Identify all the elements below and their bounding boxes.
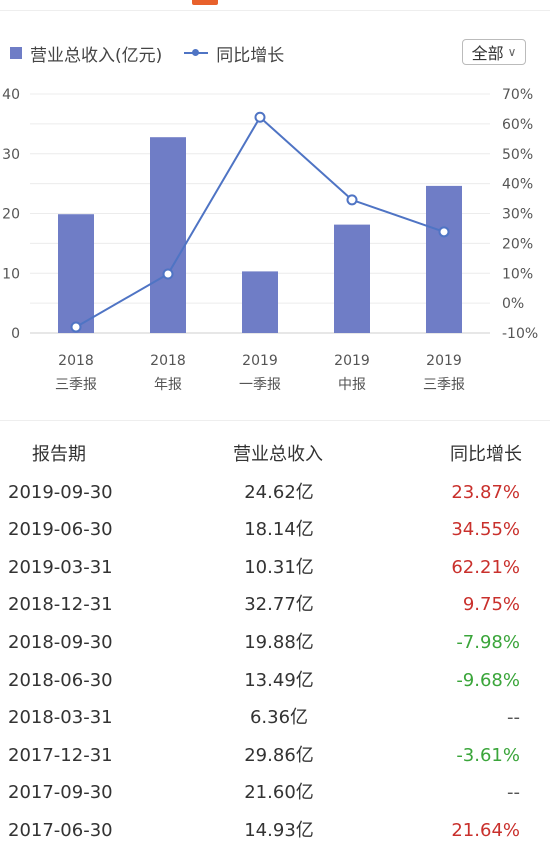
bar: [150, 137, 186, 333]
cell-revenue: 21.60亿: [244, 782, 314, 804]
table-row[interactable]: 2018-06-30 13.49亿 -9.68%: [0, 662, 550, 700]
growth-point: [346, 194, 358, 206]
cell-date: 2017-09-30: [8, 782, 113, 804]
table-row[interactable]: 2019-03-31 10.31亿 62.21%: [0, 549, 550, 587]
y-right-tick-label: 0%: [502, 296, 524, 312]
table-row[interactable]: 2018-03-31 6.36亿 --: [0, 699, 550, 737]
cell-growth: -9.68%: [456, 669, 520, 691]
cell-date: 2019-06-30: [8, 519, 113, 541]
y-right-tick-label: 40%: [502, 177, 533, 193]
period-filter-value: 全部: [471, 44, 504, 63]
active-tab-indicator: [192, 0, 218, 5]
growth-point: [162, 268, 174, 280]
bar-swatch-icon: [10, 47, 22, 59]
cell-growth: 21.64%: [451, 819, 520, 841]
chevron-down-icon: ∨: [507, 45, 517, 59]
table-row[interactable]: 2019-06-30 18.14亿 34.55%: [0, 511, 550, 549]
y-left-tick-label: 20: [2, 207, 20, 223]
x-tick-label: 2018: [150, 353, 186, 369]
table-row[interactable]: 2017-09-30 21.60亿 --: [0, 774, 550, 812]
cell-date: 2018-12-31: [8, 594, 113, 616]
cell-date: 2018-09-30: [8, 631, 113, 653]
cell-revenue: 24.62亿: [244, 481, 314, 503]
cell-revenue: 18.14亿: [244, 519, 314, 541]
y-right-tick-label: 70%: [502, 87, 533, 103]
x-tick-label: 年报: [154, 377, 182, 393]
cell-growth: --: [507, 782, 520, 804]
line-swatch-icon: [184, 47, 209, 59]
table-row[interactable]: 2017-06-30 14.93亿 21.64%: [0, 812, 550, 850]
cell-growth: 62.21%: [451, 556, 520, 578]
cell-growth: 9.75%: [462, 594, 520, 616]
y-left-tick-label: 10: [2, 266, 20, 282]
bar: [58, 214, 94, 333]
y-right-tick-label: 30%: [502, 207, 533, 223]
table-row[interactable]: 2019-09-30 24.62亿 23.87%: [0, 474, 550, 512]
top-divider: [0, 10, 550, 11]
header-growth: 同比增长: [450, 444, 522, 465]
cell-growth: 23.87%: [451, 481, 520, 503]
cell-revenue: 10.31亿: [244, 556, 314, 578]
growth-point: [438, 226, 450, 238]
x-tick-label: 2019: [334, 353, 370, 369]
cell-date: 2018-03-31: [8, 707, 113, 729]
cell-revenue: 19.88亿: [244, 631, 314, 653]
cell-growth: -3.61%: [456, 744, 520, 766]
cell-date: 2019-09-30: [8, 481, 113, 503]
cell-revenue: 14.93亿: [244, 819, 314, 841]
chart-legend: 营业总收入(亿元) 同比增长: [10, 40, 306, 66]
x-tick-label: 中报: [338, 377, 366, 393]
cell-date: 2018-06-30: [8, 669, 113, 691]
cell-revenue: 6.36亿: [249, 707, 309, 729]
cell-revenue: 13.49亿: [244, 669, 314, 691]
legend-item-revenue[interactable]: 营业总收入(亿元): [10, 41, 162, 66]
y-left-tick-label: 40: [2, 87, 20, 103]
period-filter-dropdown[interactable]: 全部 ∨: [462, 39, 526, 65]
table-row[interactable]: 2018-12-31 32.77亿 9.75%: [0, 586, 550, 624]
y-right-tick-label: -10%: [502, 326, 538, 342]
y-right-tick-label: 60%: [502, 117, 533, 133]
cell-growth: 34.55%: [451, 519, 520, 541]
x-tick-label: 三季报: [55, 377, 97, 393]
bar: [426, 185, 462, 333]
revenue-chart: -10% 0% 10% 20% 30% 40% 50% 60% 70% 0 10 20 30 40 2018…: [2, 87, 538, 393]
x-tick-label: 一季报: [239, 377, 281, 393]
cell-growth: -7.98%: [456, 631, 520, 653]
x-tick-label: 2019: [242, 353, 278, 369]
y-right-tick-label: 20%: [502, 236, 533, 252]
header-revenue: 营业总收入: [233, 444, 323, 465]
y-right-tick-label: 50%: [502, 147, 533, 163]
revenue-table: 报告期 营业总收入 同比增长 2019-09-30 24.62亿 23.87% …: [0, 436, 550, 850]
table-row[interactable]: 2018-09-30 19.88亿 -7.98%: [0, 624, 550, 662]
x-tick-label: 三季报: [423, 377, 465, 393]
table-row[interactable]: 2017-12-31 29.86亿 -3.61%: [0, 737, 550, 775]
y-right-tick-label: 10%: [502, 266, 533, 282]
header-period: 报告期: [32, 444, 86, 465]
legend-revenue-label: 营业总收入(亿元): [30, 45, 163, 66]
y-left-tick-label: 0: [11, 326, 20, 342]
x-tick-label: 2018: [58, 353, 94, 369]
bar: [242, 271, 278, 333]
growth-point: [254, 111, 266, 123]
legend-growth-label: 同比增长: [216, 45, 285, 66]
cell-date: 2017-06-30: [8, 819, 113, 841]
bar: [334, 224, 370, 333]
y-left-tick-label: 30: [2, 147, 20, 163]
cell-date: 2017-12-31: [8, 744, 113, 766]
cell-revenue: 29.86亿: [244, 744, 314, 766]
cell-growth: --: [507, 707, 520, 729]
table-header: 报告期 营业总收入 同比增长: [0, 436, 550, 474]
cell-revenue: 32.77亿: [244, 594, 314, 616]
section-divider: [0, 420, 550, 421]
cell-date: 2019-03-31: [8, 556, 113, 578]
x-tick-label: 2019: [426, 353, 462, 369]
legend-item-growth[interactable]: 同比增长: [184, 41, 284, 66]
growth-point: [70, 321, 82, 333]
